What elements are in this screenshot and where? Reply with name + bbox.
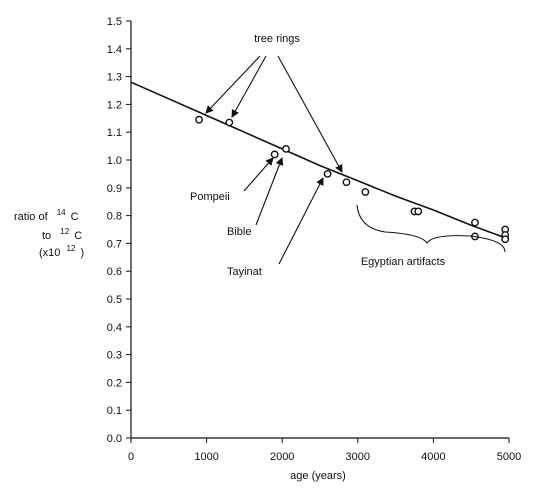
y-tick-label: 0.7 [107,238,122,250]
y-label-line-2: to 12 C [42,225,82,242]
arrow-tayinat [278,177,324,265]
data-point [195,115,203,124]
x-axis-label: age (years) [290,470,346,482]
annotation-bible: Bible [227,226,251,238]
annotation-egyptian-artifacts: Egyptian artifacts [361,256,446,268]
y-tick-label: 0.2 [107,377,122,389]
y-axis-label: ratio of 14 C to 12 C (x10 12 ) [14,206,84,259]
x-tick-label: 5000 [497,451,521,463]
y-tick-label: 1.3 [107,72,122,84]
annotation-pompeii: Pompeii [190,191,230,203]
y-tick-label: 1.1 [107,127,122,139]
y-tick-label: 0.0 [107,433,122,445]
y-tick-label: 0.9 [107,183,122,195]
data-point [225,118,234,127]
y-tick-label: 0.5 [107,294,122,306]
brace-egyptian-artifacts [356,204,506,253]
decay-curve-line [130,81,510,240]
y-tick-label: 1.5 [107,16,122,28]
data-point [471,218,479,227]
arrow-tree-rings-2 [231,55,267,118]
y-tick-label: 1.4 [107,44,122,56]
data-point [270,150,279,159]
y-tick-label: 0.8 [107,211,122,223]
x-tick-label: 3000 [346,451,370,463]
arrow-bible [255,157,284,226]
y-tick-label: 0.6 [107,266,122,278]
x-tick-label: 1000 [194,451,218,463]
data-point [323,169,332,178]
y-tick-label: 1.2 [107,99,122,111]
y-tick-label: 1.0 [107,155,122,167]
x-tick-label: 4000 [421,451,445,463]
y-tick-label: 0.3 [107,350,122,362]
data-point [414,207,423,216]
data-point [361,188,370,196]
annotation-arrows [205,55,343,265]
arrow-tree-rings-3 [277,55,343,173]
data-point [342,178,351,187]
data-point [282,144,290,153]
x-tick-label: 2000 [270,451,294,463]
data-point [501,235,510,244]
annotation-tree-rings: tree rings [254,33,300,45]
arrow-tree-rings-1 [205,55,261,114]
y-tick-label: 0.1 [107,405,122,417]
y-tick-label: 0.4 [107,322,122,334]
y-label-line-3: (x10 12 ) [39,242,84,259]
arrow-pompeii [243,157,274,192]
y-label-line-1: ratio of 14 C [14,206,79,223]
x-tick-label: 0 [128,451,134,463]
annotation-tayinat: Tayinat [227,266,262,278]
